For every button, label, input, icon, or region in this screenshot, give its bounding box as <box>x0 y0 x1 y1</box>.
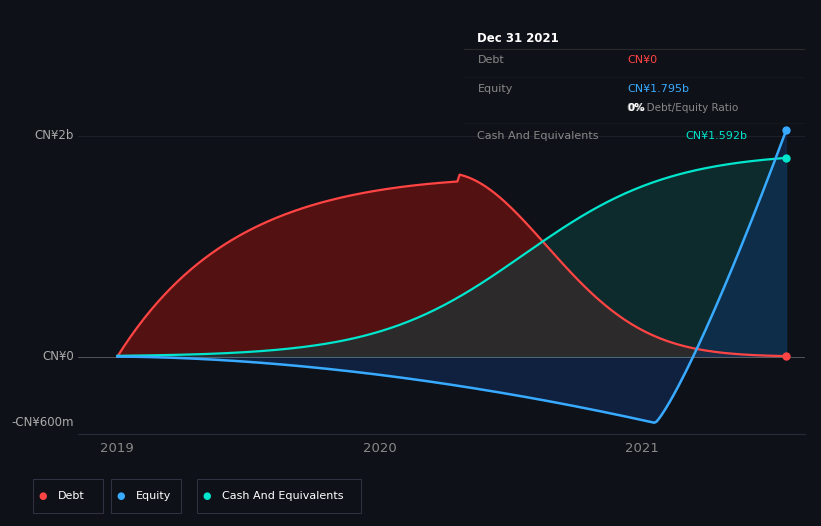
Text: Dec 31 2021: Dec 31 2021 <box>478 32 559 45</box>
Text: 0% Debt/Equity Ratio: 0% Debt/Equity Ratio <box>627 103 739 113</box>
Text: Equity: Equity <box>135 491 171 501</box>
Text: Equity: Equity <box>478 85 513 95</box>
Text: ●: ● <box>39 491 47 501</box>
Text: ●: ● <box>203 491 211 501</box>
Text: ●: ● <box>117 491 125 501</box>
Text: 0%: 0% <box>627 103 645 113</box>
Text: CN¥2b: CN¥2b <box>34 129 74 142</box>
Text: Debt: Debt <box>478 55 504 65</box>
Text: Cash And Equivalents: Cash And Equivalents <box>478 132 599 141</box>
Text: CN¥1.592b: CN¥1.592b <box>686 132 747 141</box>
Text: Cash And Equivalents: Cash And Equivalents <box>222 491 343 501</box>
Text: -CN¥600m: -CN¥600m <box>11 417 74 429</box>
Text: CN¥1.795b: CN¥1.795b <box>627 85 690 95</box>
Text: Debt: Debt <box>57 491 85 501</box>
Text: CN¥0: CN¥0 <box>627 55 658 65</box>
Text: CN¥0: CN¥0 <box>42 350 74 363</box>
